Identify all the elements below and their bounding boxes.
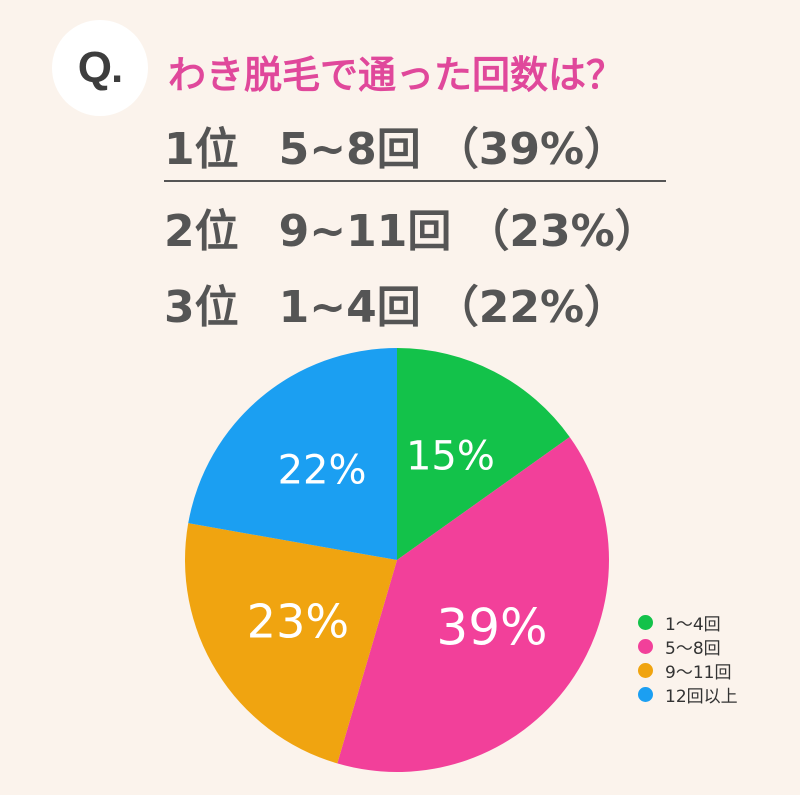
- legend-item: 1〜4回: [638, 610, 738, 635]
- pie-slice-label-4: 22%: [278, 448, 367, 494]
- rank-range: 1~4回: [278, 282, 421, 333]
- rank-row-3: 3位 1~4回 （22%）: [164, 286, 628, 330]
- pie-slice-4: [188, 348, 397, 560]
- pie-slice-2: [337, 437, 610, 773]
- legend-dot-12-plus: [638, 686, 653, 702]
- legend-label: 12回以上: [665, 686, 738, 707]
- legend-item: 5〜8回: [638, 634, 738, 659]
- question-title: わき脱毛で通った回数は？: [168, 53, 625, 97]
- legend-item: 12回以上: [638, 682, 738, 707]
- legend-label: 5〜8回: [665, 638, 721, 659]
- pie-slice-label-2: 39%: [436, 599, 547, 657]
- rank-percent: （39%）: [434, 124, 629, 175]
- rank-1-underline: [164, 180, 666, 182]
- pie-slice-3: [184, 523, 397, 764]
- pie-slice-label-3: 23%: [247, 594, 349, 648]
- rank-range: 9~11回: [278, 206, 452, 257]
- rank-row-2: 2位 9~11回 （23%）: [164, 210, 659, 254]
- rank-range: 5~8回: [278, 124, 421, 175]
- pie-slice-label-1: 15%: [406, 433, 495, 479]
- rank-row-1: 1位 5~8回 （39%）: [164, 128, 628, 172]
- legend-dot-1-4: [638, 614, 653, 630]
- rank-label: 2位: [164, 206, 239, 257]
- rank-percent: （23%）: [465, 206, 659, 257]
- question-badge: Q.: [52, 20, 148, 116]
- rank-percent: （22%）: [434, 282, 629, 333]
- legend-label: 9〜11回: [665, 662, 732, 683]
- chart-legend: 1〜4回 5〜8回 9〜11回 12回以上: [638, 610, 738, 707]
- legend-item: 9〜11回: [638, 658, 738, 683]
- question-badge-label: Q.: [77, 43, 123, 92]
- rank-label: 1位: [164, 124, 239, 175]
- legend-dot-5-8: [638, 638, 653, 654]
- rank-label: 3位: [164, 282, 239, 333]
- legend-dot-9-11: [638, 662, 653, 678]
- legend-label: 1〜4回: [665, 614, 721, 635]
- pie-slice-1: [397, 348, 570, 560]
